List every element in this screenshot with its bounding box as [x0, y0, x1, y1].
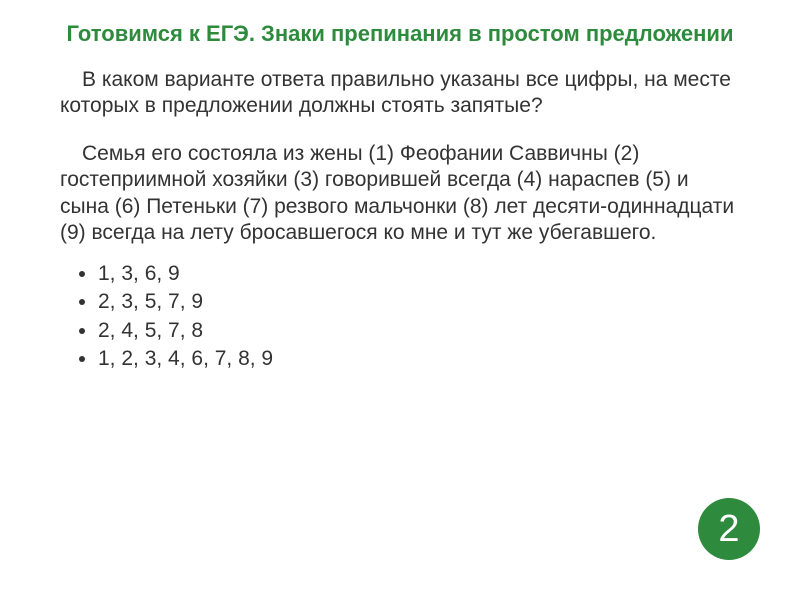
correct-answer-badge: 2 — [698, 498, 760, 560]
exercise-sentence: Семья его состояла из жены (1) Феофании … — [60, 141, 740, 246]
option-item: 1, 2, 3, 4, 6, 7, 8, 9 — [98, 345, 740, 373]
answer-options: 1, 3, 6, 9 2, 3, 5, 7, 9 2, 4, 5, 7, 8 1… — [60, 260, 740, 373]
slide-title: Готовимся к ЕГЭ. Знаки препинания в прос… — [60, 20, 740, 49]
option-item: 1, 3, 6, 9 — [98, 260, 740, 288]
option-item: 2, 3, 5, 7, 9 — [98, 288, 740, 316]
option-item: 2, 4, 5, 7, 8 — [98, 317, 740, 345]
question-text: В каком варианте ответа правильно указан… — [60, 67, 740, 120]
